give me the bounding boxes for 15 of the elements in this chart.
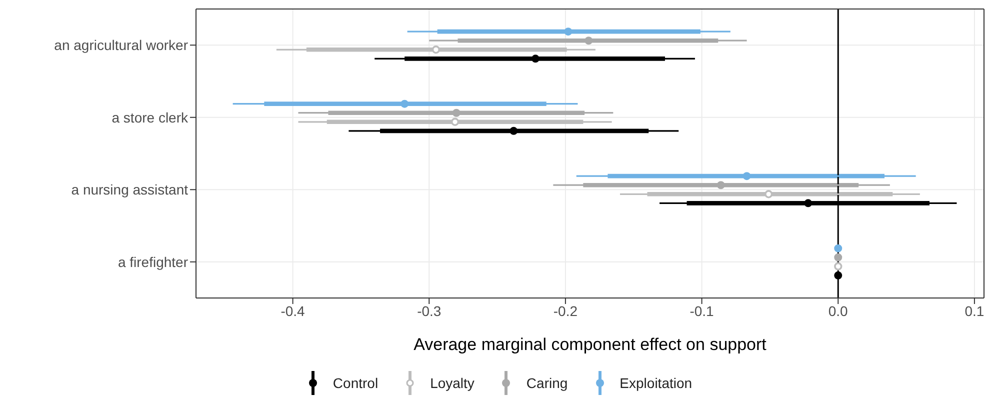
x-tick-label: 0.0: [828, 302, 848, 319]
x-axis-title: Average marginal component effect on support: [414, 335, 767, 354]
y-tick-label: a nursing assistant: [71, 182, 188, 198]
x-tick-label: -0.2: [553, 302, 578, 319]
legend-label: Control: [332, 375, 378, 391]
y-tick-label: an agricultural worker: [54, 37, 188, 54]
legend-label: Caring: [526, 375, 568, 391]
x-tick-label: -0.1: [690, 302, 714, 319]
x-tick-label: -0.4: [280, 302, 306, 319]
legend-label: Loyalty: [430, 375, 474, 391]
legend-label: Exploitation: [620, 375, 692, 391]
x-tick-label: 0.1: [964, 302, 984, 319]
y-tick-label: a store clerk: [112, 109, 189, 126]
y-tick-label: a firefighter: [118, 254, 188, 270]
x-tick-label: -0.3: [417, 302, 442, 319]
